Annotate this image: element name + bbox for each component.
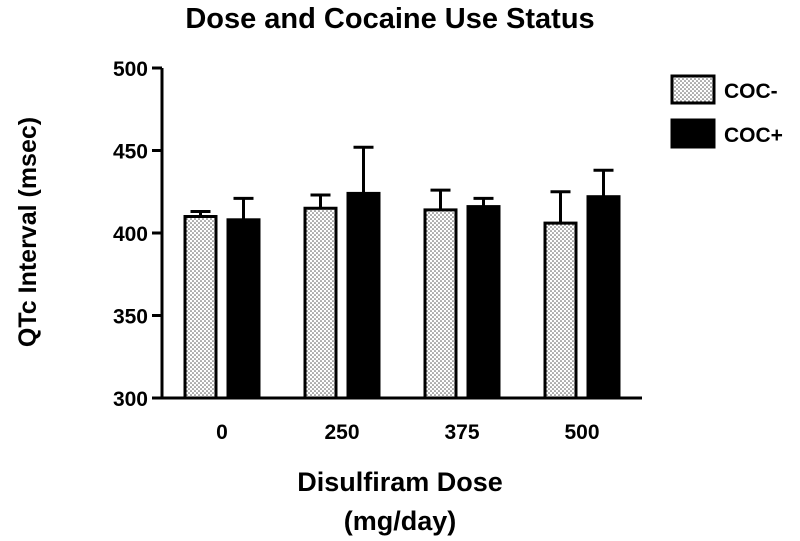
legend-swatch — [670, 118, 716, 149]
y-tick-label: 500 — [113, 58, 148, 81]
bar-COC--0 — [183, 215, 218, 400]
bars — [183, 145, 621, 400]
legend-label: COC+ — [724, 124, 783, 147]
x-tick-label: 250 — [324, 421, 359, 444]
x-tick-label: 0 — [216, 421, 228, 444]
bar-COC+-0 — [226, 218, 261, 400]
x-tick-label: 500 — [564, 421, 599, 444]
y-tick-label: 400 — [113, 223, 148, 246]
x-tick-label: 375 — [444, 421, 479, 444]
legend-swatch — [670, 74, 716, 105]
y-axis-label: QTc Interval (msec) — [14, 117, 42, 347]
bar-COC+-500 — [586, 195, 621, 400]
bar-COC+-250 — [346, 191, 381, 400]
y-tick-label: 350 — [113, 306, 148, 329]
legend-label: COC- — [724, 80, 778, 103]
bar-COC--375 — [423, 208, 458, 400]
y-tick-label: 300 — [113, 388, 148, 411]
y-tick-label: 450 — [113, 141, 148, 164]
bar-COC--250 — [303, 206, 338, 400]
chart-title: Dose and Cocaine Use Status — [185, 3, 594, 35]
x-axis-label-line1: Disulfiram Dose — [297, 467, 503, 497]
x-axis-label-line2: (mg/day) — [344, 506, 457, 536]
bar-COC+-375 — [466, 205, 501, 400]
bar-COC--500 — [543, 221, 578, 400]
y-axis: 300 350 400 450 500 — [113, 58, 164, 411]
legend: COC- COC+ — [670, 74, 783, 149]
x-axis: 0 250 375 500 — [162, 396, 642, 444]
